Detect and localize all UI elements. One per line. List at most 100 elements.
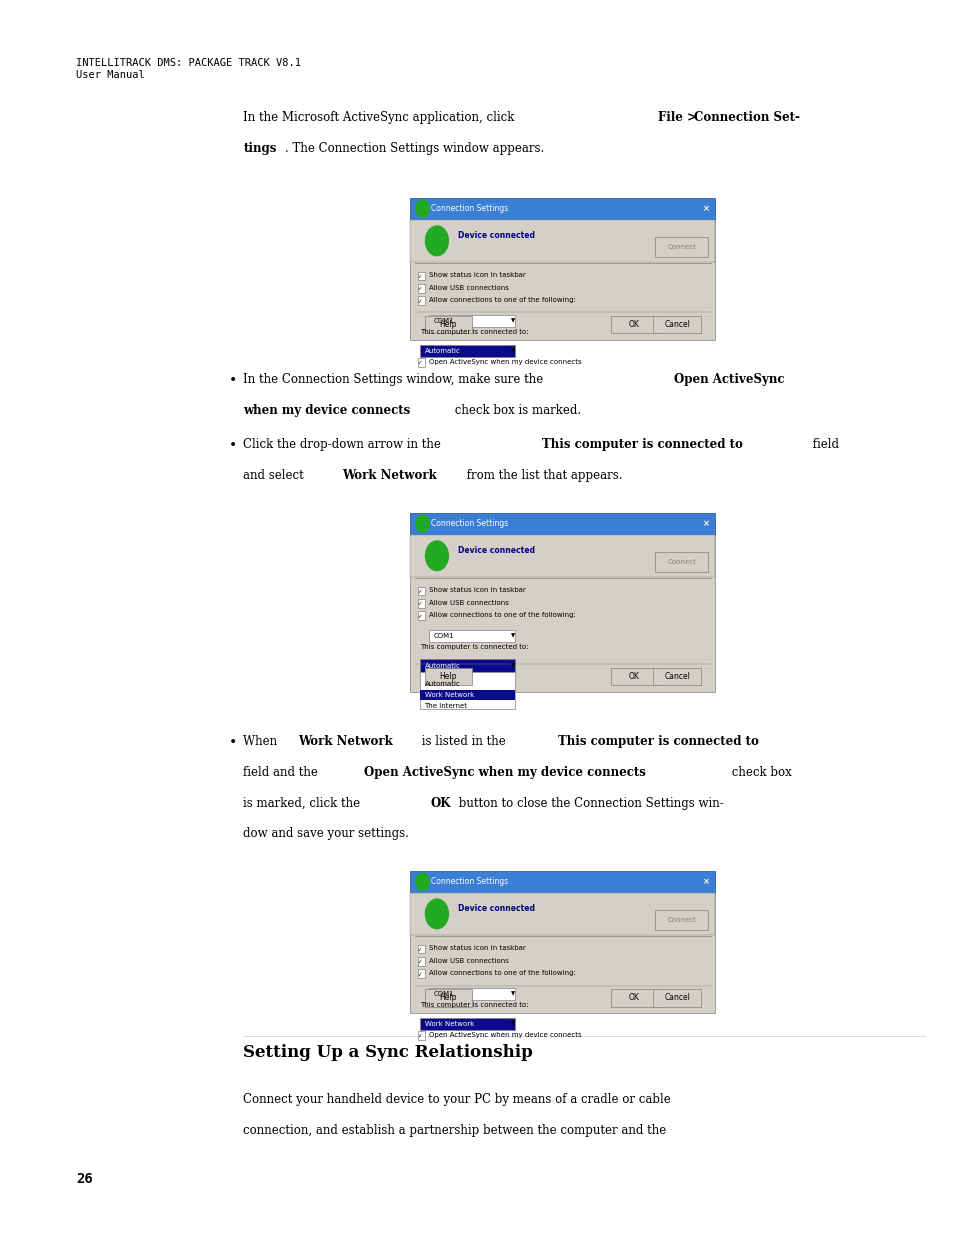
Bar — [417, 969, 424, 978]
Text: Cancel: Cancel — [663, 320, 690, 330]
Text: Open ActiveSync when my device connects: Open ActiveSync when my device connects — [429, 1032, 581, 1037]
FancyBboxPatch shape — [653, 989, 700, 1007]
Text: Connect: Connect — [667, 918, 696, 923]
Text: COM1: COM1 — [434, 319, 455, 324]
Text: ×: × — [701, 519, 709, 529]
Circle shape — [416, 200, 429, 217]
Text: is listed in the: is listed in the — [417, 735, 509, 748]
Bar — [417, 1031, 424, 1040]
Text: ✓: ✓ — [416, 361, 421, 366]
Text: When: When — [243, 735, 281, 748]
FancyBboxPatch shape — [410, 220, 715, 340]
FancyBboxPatch shape — [655, 552, 707, 572]
Text: Connection Settings: Connection Settings — [431, 877, 508, 887]
Text: ✓: ✓ — [416, 947, 421, 952]
Text: ▼: ▼ — [511, 634, 515, 638]
FancyBboxPatch shape — [410, 535, 715, 577]
FancyBboxPatch shape — [410, 893, 715, 1013]
Bar — [417, 284, 424, 293]
Text: OK: OK — [628, 320, 639, 330]
FancyBboxPatch shape — [410, 893, 715, 935]
FancyBboxPatch shape — [429, 988, 515, 1000]
Text: ✓: ✓ — [416, 960, 421, 965]
FancyBboxPatch shape — [419, 345, 515, 357]
FancyBboxPatch shape — [610, 316, 658, 333]
Text: Allow connections to one of the following:: Allow connections to one of the followin… — [429, 971, 576, 976]
Text: Allow connections to one of the following:: Allow connections to one of the followin… — [429, 298, 576, 303]
Text: In the Microsoft ActiveSync application, click: In the Microsoft ActiveSync application,… — [243, 111, 517, 125]
Text: This computer is connected to:: This computer is connected to: — [419, 330, 528, 335]
Circle shape — [425, 541, 448, 571]
Text: COM1: COM1 — [434, 992, 455, 997]
Text: Work Network: Work Network — [424, 693, 474, 698]
FancyBboxPatch shape — [610, 989, 658, 1007]
FancyBboxPatch shape — [655, 910, 707, 930]
Text: ↻: ↻ — [433, 909, 440, 919]
Text: Show status icon in taskbar: Show status icon in taskbar — [429, 273, 525, 278]
Text: ↻: ↻ — [433, 236, 440, 246]
Text: Work Network: Work Network — [342, 469, 436, 483]
Bar — [419, 690, 515, 700]
Text: ▼: ▼ — [511, 319, 515, 324]
Text: field: field — [808, 438, 838, 452]
Text: 26: 26 — [76, 1172, 93, 1186]
Text: check box is marked.: check box is marked. — [451, 404, 580, 417]
Text: Click the drop-down arrow in the: Click the drop-down arrow in the — [243, 438, 444, 452]
Text: This computer is connected to: This computer is connected to — [541, 438, 742, 452]
Circle shape — [416, 515, 429, 532]
FancyBboxPatch shape — [424, 668, 472, 685]
Text: connection, and establish a partnership between the computer and the: connection, and establish a partnership … — [243, 1124, 666, 1137]
Bar — [417, 957, 424, 966]
Text: This computer is connected to: This computer is connected to — [558, 735, 759, 748]
Bar — [417, 599, 424, 608]
FancyBboxPatch shape — [419, 672, 515, 709]
Text: ×: × — [701, 204, 709, 214]
Text: and select: and select — [243, 469, 308, 483]
FancyBboxPatch shape — [410, 871, 715, 893]
Text: COM1: COM1 — [434, 634, 455, 638]
Text: ✓: ✓ — [416, 972, 421, 977]
Circle shape — [425, 226, 448, 256]
Bar — [417, 587, 424, 595]
Bar — [417, 611, 424, 620]
FancyBboxPatch shape — [410, 198, 715, 220]
Text: ✓: ✓ — [416, 589, 421, 594]
Text: Device connected: Device connected — [457, 546, 535, 556]
Text: from the list that appears.: from the list that appears. — [462, 469, 621, 483]
Text: ▼: ▼ — [511, 1021, 515, 1026]
Text: Connect: Connect — [667, 245, 696, 249]
Text: ▼: ▼ — [511, 992, 515, 997]
Text: . The Connection Settings window appears.: . The Connection Settings window appears… — [285, 142, 544, 156]
Text: •: • — [229, 373, 237, 387]
Text: Work Network: Work Network — [297, 735, 392, 748]
FancyBboxPatch shape — [424, 316, 472, 333]
Bar — [417, 272, 424, 280]
Text: File >: File > — [658, 111, 700, 125]
Text: Open ActiveSync when my device connects: Open ActiveSync when my device connects — [429, 359, 581, 364]
Text: Open ActiveSync: Open ActiveSync — [674, 373, 784, 387]
Text: ✓: ✓ — [416, 299, 421, 304]
Text: tings: tings — [243, 142, 276, 156]
Text: ×: × — [701, 877, 709, 887]
Text: button to close the Connection Settings win-: button to close the Connection Settings … — [455, 797, 723, 810]
Text: Show status icon in taskbar: Show status icon in taskbar — [429, 588, 525, 593]
Text: Automatic: Automatic — [424, 663, 460, 668]
Text: Device connected: Device connected — [457, 231, 535, 241]
Text: In the Connection Settings window, make sure the: In the Connection Settings window, make … — [243, 373, 547, 387]
Text: INTELLITRACK DMS: PACKAGE TRACK V8.1: INTELLITRACK DMS: PACKAGE TRACK V8.1 — [76, 58, 301, 68]
Text: This computer is connected to:: This computer is connected to: — [419, 645, 528, 650]
Circle shape — [425, 899, 448, 929]
Text: ▼: ▼ — [511, 348, 515, 353]
FancyBboxPatch shape — [419, 1018, 515, 1030]
Bar — [417, 358, 424, 367]
Text: OK: OK — [628, 993, 639, 1003]
Text: Help: Help — [439, 993, 456, 1003]
Text: Connection Settings: Connection Settings — [431, 519, 508, 529]
FancyBboxPatch shape — [610, 668, 658, 685]
Text: •: • — [229, 735, 237, 748]
Text: is marked, click the: is marked, click the — [243, 797, 364, 810]
FancyBboxPatch shape — [653, 668, 700, 685]
Circle shape — [416, 873, 429, 890]
Text: The Internet: The Internet — [424, 704, 467, 709]
Text: Allow USB connections: Allow USB connections — [429, 285, 509, 290]
